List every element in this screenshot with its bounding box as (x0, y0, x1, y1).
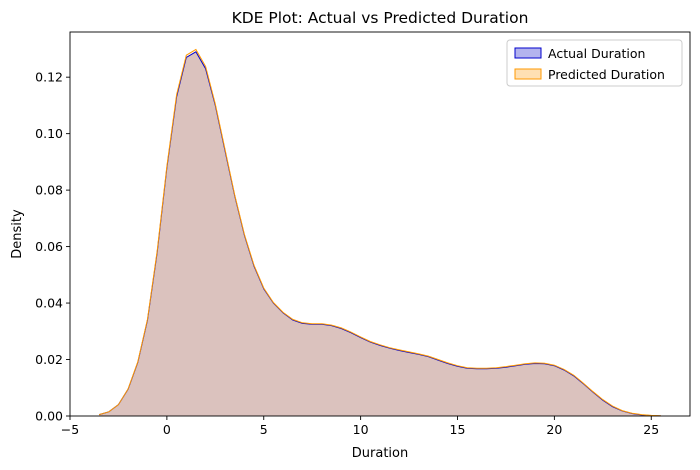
y-axis-label: Density (10, 209, 25, 259)
axes-frame (69, 31, 691, 417)
legend-box (506, 39, 683, 87)
chart-title: KDE Plot: Actual vs Predicted Duration (232, 9, 529, 27)
axes: −5 0 5 10 15 20 25 0.00 0.02 0.04 0.06 0.08 0.10 0.12 (35, 31, 691, 437)
x-axis-label: Duration (352, 446, 408, 461)
y-tick-label: 0.04 (35, 296, 63, 311)
y-tick-label: 0.10 (35, 126, 63, 141)
x-tick-label: 5 (260, 422, 268, 437)
legend-label: Predicted Duration (548, 67, 665, 82)
y-tick-label: 0.08 (35, 183, 63, 198)
series-area-0 (99, 51, 661, 417)
x-tick-label: 15 (450, 422, 466, 437)
y-tick-label: 0.12 (35, 70, 63, 85)
series-line-1 (98, 48, 661, 417)
legend-label: Actual Duration (548, 46, 645, 61)
legend-swatch (514, 68, 542, 80)
legend-swatch (514, 47, 542, 59)
x-tick-label: −5 (61, 422, 79, 437)
y-tick-label: 0.06 (35, 239, 63, 254)
y-tick-label: 0.02 (35, 352, 63, 367)
plot-area (98, 48, 661, 417)
series-area-1 (99, 49, 661, 416)
x-tick-label: 25 (643, 422, 659, 437)
x-tick-label: 20 (546, 422, 562, 437)
x-tick-label: 0 (163, 422, 171, 437)
y-tick-label: 0.00 (35, 409, 63, 424)
series-line-0 (98, 51, 661, 417)
legend: Actual Duration Predicted Duration (506, 39, 683, 87)
x-tick-label: 10 (353, 422, 369, 437)
